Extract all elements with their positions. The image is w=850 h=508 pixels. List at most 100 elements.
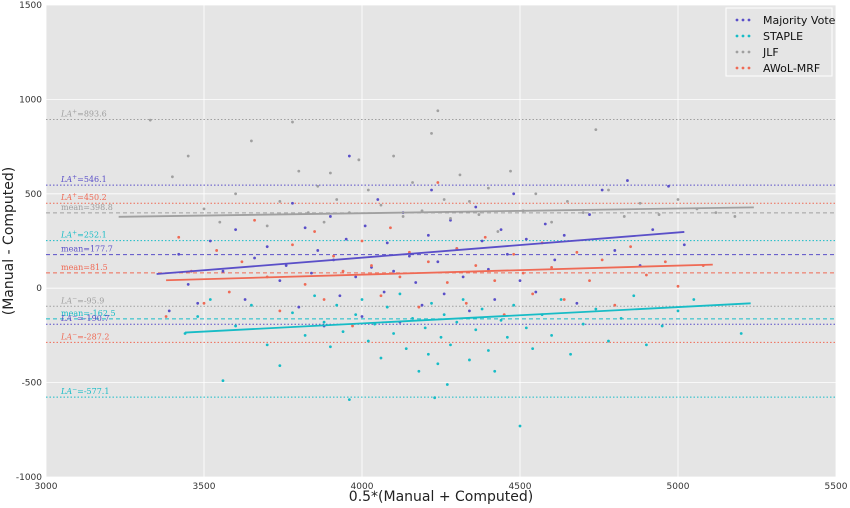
data-point — [376, 198, 380, 201]
reference-label: LA−=-287.2 — [60, 331, 109, 341]
data-point — [594, 307, 598, 311]
legend-entry: JLF — [762, 46, 779, 59]
data-point — [363, 224, 367, 228]
data-point — [303, 283, 307, 286]
y-tick-label: 500 — [25, 190, 42, 200]
reference-label: mean=-162.5 — [61, 309, 116, 318]
data-point — [426, 233, 430, 237]
data-point — [265, 245, 269, 249]
data-point — [594, 128, 598, 132]
data-point — [464, 301, 468, 305]
data-point — [575, 250, 579, 254]
data-point — [524, 237, 528, 241]
reference-label: LA+=450.2 — [60, 192, 107, 202]
data-point — [468, 309, 471, 313]
data-point — [445, 383, 449, 386]
legend-marker — [741, 18, 745, 22]
data-point — [297, 169, 301, 173]
data-point — [714, 211, 718, 215]
data-point — [357, 158, 361, 162]
data-point — [430, 131, 433, 135]
data-point — [474, 328, 478, 332]
y-tick-label: 1000 — [19, 95, 42, 105]
reference-label: LA−=-190.7 — [60, 313, 109, 323]
x-tick-label: 5000 — [667, 482, 690, 492]
data-point — [430, 301, 433, 305]
data-point — [449, 343, 452, 347]
data-point — [733, 215, 737, 218]
data-point — [253, 256, 256, 260]
data-point — [408, 254, 411, 258]
data-point — [645, 273, 648, 277]
data-point — [414, 281, 418, 284]
grid-lines — [45, 4, 837, 478]
data-point — [354, 313, 358, 317]
legend-marker — [735, 66, 739, 70]
data-point — [291, 201, 294, 205]
data-point — [208, 298, 212, 301]
legend: Majority Vote STAPLE JLF AWoL-MRF — [725, 7, 836, 77]
data-point — [423, 326, 427, 330]
data-point — [600, 188, 604, 192]
data-point — [613, 303, 617, 307]
reference-label: mean=81.5 — [61, 263, 108, 272]
data-point — [221, 269, 225, 273]
data-point — [436, 362, 440, 366]
data-point — [417, 369, 421, 373]
data-point — [278, 279, 282, 283]
data-point — [607, 339, 610, 343]
data-point — [575, 301, 579, 305]
data-point — [667, 184, 670, 188]
data-point — [338, 294, 342, 298]
data-point — [531, 347, 535, 351]
data-points — [148, 109, 743, 428]
data-point — [218, 220, 222, 224]
data-point — [196, 301, 200, 305]
data-point — [550, 334, 553, 337]
data-point — [534, 192, 538, 196]
data-point — [474, 264, 478, 267]
data-point — [303, 226, 307, 230]
reference-label: mean=177.7 — [61, 245, 113, 254]
data-point — [505, 335, 509, 339]
data-point — [265, 224, 269, 228]
data-point — [392, 332, 395, 335]
data-point — [588, 213, 591, 216]
legend-marker — [735, 50, 739, 54]
data-point — [461, 298, 465, 301]
data-point — [354, 275, 358, 279]
data-point — [442, 313, 446, 317]
data-point — [682, 243, 686, 247]
data-point — [559, 298, 563, 301]
data-point — [468, 358, 471, 362]
data-point — [534, 290, 538, 294]
data-point — [234, 192, 238, 196]
data-point — [370, 264, 373, 267]
regression-line — [184, 302, 751, 334]
data-point — [496, 230, 500, 233]
data-point — [335, 303, 339, 307]
data-point — [234, 324, 238, 328]
legend-marker — [741, 34, 745, 38]
data-point — [493, 279, 497, 283]
data-point — [499, 318, 503, 322]
data-point — [297, 305, 301, 309]
data-point — [509, 169, 512, 173]
y-tick-label: -1000 — [16, 473, 42, 483]
data-point — [600, 258, 604, 262]
data-point — [487, 267, 490, 271]
legend-marker — [747, 18, 751, 22]
data-point — [455, 320, 459, 324]
x-axis-label: 0.5*(Manual + Computed) — [349, 489, 533, 505]
data-point — [417, 305, 421, 309]
data-point — [316, 249, 320, 252]
data-point — [202, 301, 206, 305]
data-point — [676, 198, 680, 201]
legend-entry: AWoL-MRF — [763, 62, 820, 75]
data-point — [651, 228, 655, 232]
legend-marker — [741, 50, 745, 54]
data-point — [433, 396, 437, 400]
data-point — [588, 279, 591, 283]
data-point — [316, 184, 320, 188]
data-point — [351, 324, 354, 328]
